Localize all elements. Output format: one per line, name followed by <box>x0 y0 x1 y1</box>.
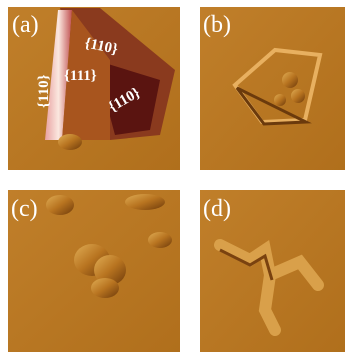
annotation: {111} <box>64 68 97 84</box>
grain <box>58 134 82 150</box>
panel-label: (d) <box>203 196 231 222</box>
figure: (a) {110} {111} {110} {110} (b) (c) (d) <box>0 0 350 353</box>
grain <box>274 94 286 106</box>
grain <box>282 72 298 88</box>
panel-b: (b) <box>200 7 345 170</box>
grain <box>148 232 172 248</box>
panel-label: (b) <box>203 12 231 38</box>
grain <box>291 89 305 103</box>
grain <box>91 278 119 298</box>
annotation: {110} <box>36 74 52 108</box>
panel-d: (d) <box>200 190 345 352</box>
panel-c: (c) <box>8 190 180 352</box>
grain <box>46 195 74 215</box>
panel-label: (a) <box>12 12 39 38</box>
grain <box>125 194 165 210</box>
panel-label: (c) <box>11 196 38 222</box>
panel-a: (a) {110} {111} {110} {110} <box>8 7 180 170</box>
